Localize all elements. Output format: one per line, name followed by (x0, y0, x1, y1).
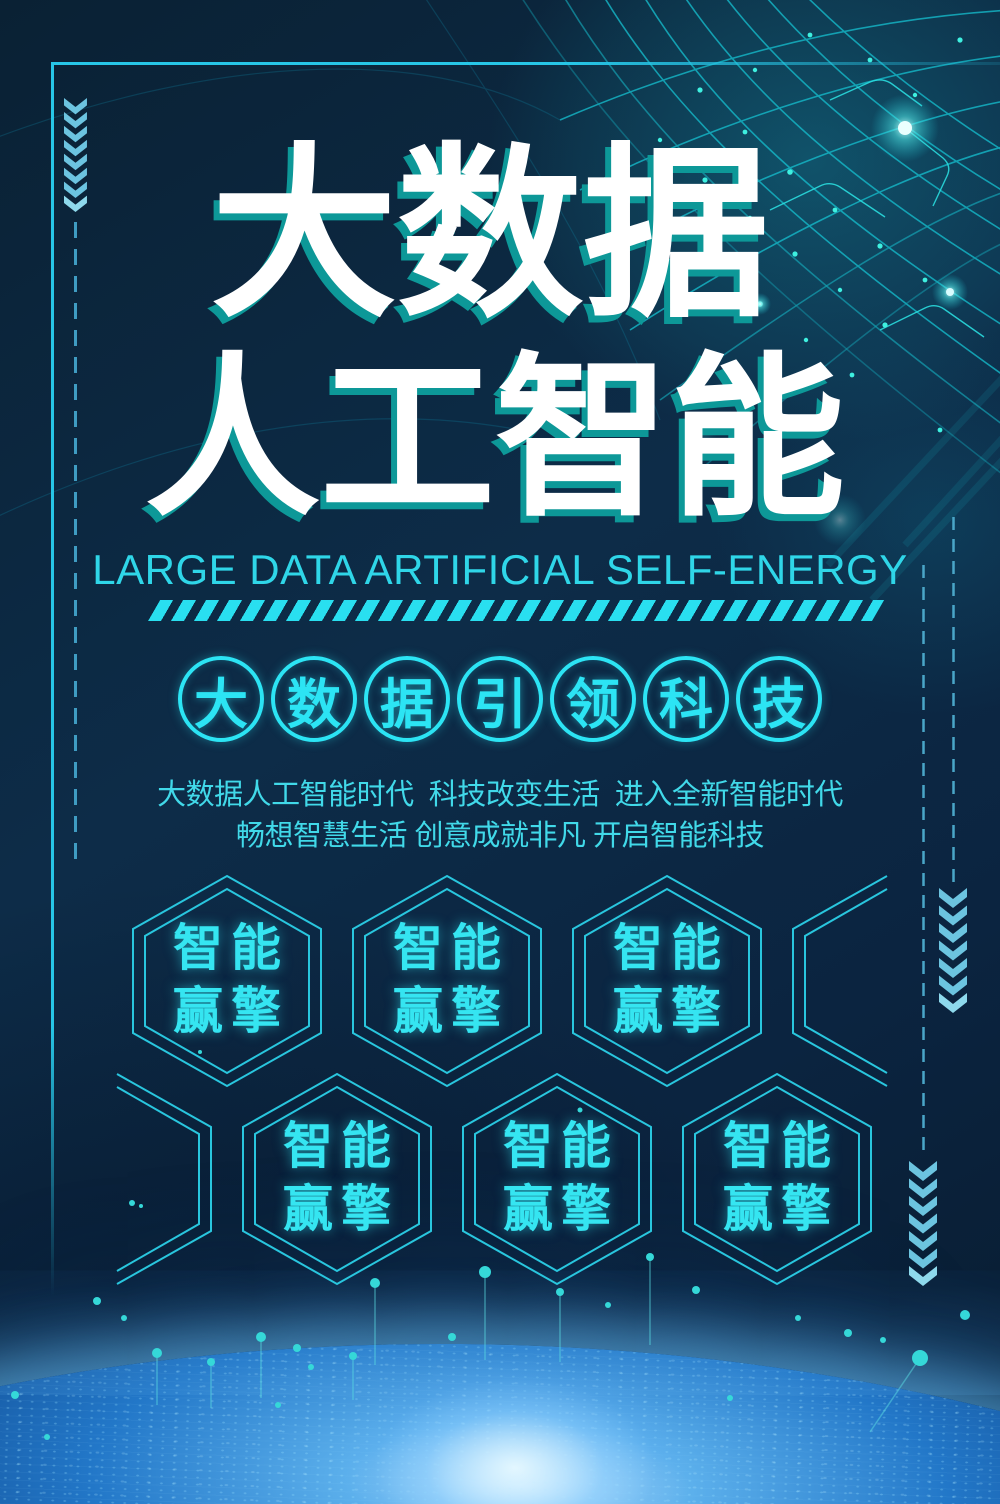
hexagon-label-line2: 赢擎 (503, 1181, 619, 1237)
badge-char: 引 (473, 674, 527, 735)
main-title-line1: 大数据 (210, 132, 769, 339)
hexagon-label: 智能 赢擎 (682, 1115, 872, 1241)
hexagon-label-line1: 智能 (393, 920, 509, 976)
frame-border-left (51, 62, 54, 1297)
hexagon-label: 智能 赢擎 (352, 917, 542, 1043)
badge-circle: 科 (643, 656, 729, 742)
badge-circle: 大 (178, 656, 264, 742)
hexagon-label: 智能 赢擎 (462, 1115, 652, 1241)
chevron-down-arrows-right-lower (909, 1161, 937, 1286)
chevron-down-arrows-right-upper (939, 888, 967, 1013)
badge-char: 数 (287, 674, 341, 735)
hexagon-label-line2: 赢擎 (173, 983, 289, 1039)
hexagon-label-line1: 智能 (613, 920, 729, 976)
badge-char: 领 (566, 674, 620, 735)
badge-char: 大 (194, 674, 248, 735)
partial-hexagon-left (116, 1073, 212, 1285)
hexagon-label-line1: 智能 (283, 1118, 399, 1174)
hexagon-label-line2: 赢擎 (283, 1181, 399, 1237)
hexagon-outlines (116, 875, 888, 1285)
hexagon-label: 智能 赢擎 (242, 1115, 432, 1241)
badge-char: 科 (659, 674, 713, 735)
subtitle-english: LARGE DATA ARTIFICIAL SELF-ENERGY (92, 546, 908, 593)
badge-circle: 技 (736, 656, 822, 742)
circled-slogan-row: 大 数 据 引 领 科 技 (0, 656, 1000, 742)
badge-char: 据 (380, 674, 434, 735)
tagline-line2: 畅想智慧生活 创意成就非凡 开启智能科技 (235, 820, 765, 852)
hexagon-label-line1: 智能 (503, 1118, 619, 1174)
slanted-dash-divider (148, 600, 885, 621)
main-title-line2: 人工智能 (145, 342, 845, 537)
hexagon-label-line2: 赢擎 (723, 1181, 839, 1237)
hexagon-label: 智能 赢擎 (572, 917, 762, 1043)
hexagon-label-line2: 赢擎 (613, 983, 729, 1039)
badge-char: 技 (752, 674, 806, 735)
hexagon-label-line1: 智能 (723, 1118, 839, 1174)
badge-circle: 数 (271, 656, 357, 742)
hexagon-label: 智能 赢擎 (132, 917, 322, 1043)
horizon-light-flare (280, 1318, 750, 1504)
circuit-board-decoration (0, 0, 1000, 603)
frame-border-top (51, 62, 1000, 65)
badge-circle: 据 (364, 656, 450, 742)
hexagon-label-line2: 赢擎 (393, 983, 509, 1039)
badge-circle: 领 (550, 656, 636, 742)
partial-hexagon-right (792, 875, 888, 1087)
badge-circle: 引 (457, 656, 543, 742)
tagline-line1: 大数据人工智能时代 科技改变生活 进入全新智能时代 (157, 779, 843, 811)
hexagon-label-line1: 智能 (173, 920, 289, 976)
